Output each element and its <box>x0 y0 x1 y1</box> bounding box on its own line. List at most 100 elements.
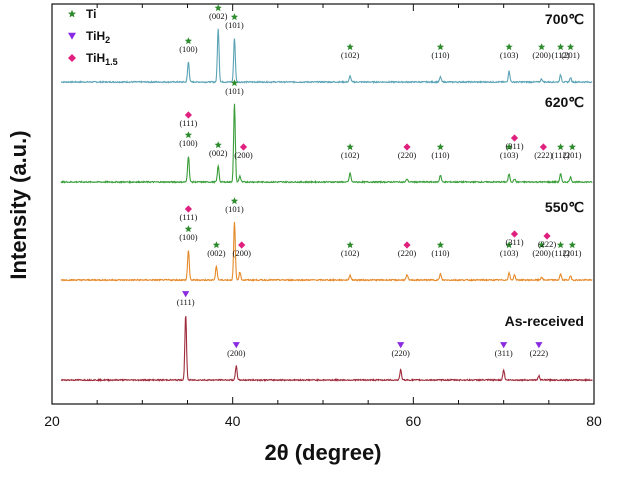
ti-star-icon <box>556 241 565 249</box>
x-tick-label: 40 <box>225 413 241 429</box>
series-line <box>60 103 593 185</box>
peak-label: (101) <box>225 86 244 96</box>
x-tick-label: 20 <box>44 413 60 429</box>
peak-label: (311) <box>505 237 523 247</box>
peak-label: (220) <box>398 150 417 160</box>
peak-label: (112) <box>552 248 570 258</box>
ti-star-icon <box>214 141 222 149</box>
legend: Ti TiH2 TiH1.5 <box>68 7 118 67</box>
peak-label: (103) <box>500 150 519 160</box>
ti-star-icon <box>184 37 193 45</box>
peak-label: (102) <box>341 248 360 258</box>
tih15-diamond-icon <box>184 111 193 119</box>
peak-label: (222) <box>538 239 557 249</box>
peak-label: (112) <box>552 50 570 60</box>
x-tick-labels: 20 40 60 80 <box>44 413 602 429</box>
peak-label: (102) <box>341 150 360 160</box>
legend-entry-label: TiH2 <box>86 29 110 45</box>
legend-entry-label: TiH1.5 <box>86 51 118 67</box>
series-name: 620℃ <box>545 94 584 110</box>
tih2-triangle-icon <box>182 291 190 298</box>
peak-label: (111) <box>177 297 195 307</box>
ti-star-icon <box>505 241 513 249</box>
series-name: 700℃ <box>545 11 584 27</box>
tih2-triangle-icon <box>535 342 543 349</box>
peak-label: (201) <box>563 150 582 160</box>
ti-star-icon <box>505 43 513 51</box>
series-curves <box>60 28 593 383</box>
peak-label: (110) <box>431 150 449 160</box>
peak-label: (201) <box>563 248 582 258</box>
x-tick-label: 60 <box>406 413 422 429</box>
ti-star-icon <box>436 143 445 151</box>
ti-star-icon <box>505 143 513 151</box>
peak-label: (222) <box>534 150 553 160</box>
ti-star-icon <box>346 241 354 249</box>
ti-star-icon <box>568 241 576 249</box>
series-line <box>60 221 593 282</box>
tih15-diamond-icon <box>510 230 519 238</box>
ti-star-icon <box>537 43 546 51</box>
peak-label: (110) <box>431 248 449 258</box>
peak-label: (101) <box>225 204 244 214</box>
tih2-triangle-icon <box>397 342 405 349</box>
peak-label: (101) <box>225 20 244 30</box>
series-name: As-received <box>505 313 584 329</box>
ti-star-icon <box>184 225 193 233</box>
peak-label: (220) <box>391 348 410 358</box>
tih15-diamond-icon <box>184 205 193 213</box>
series-line <box>60 316 593 383</box>
peak-label: (100) <box>179 44 198 54</box>
plot-frame <box>51 3 595 405</box>
series-name: 550℃ <box>545 199 584 215</box>
peak-label: (200) <box>227 348 246 358</box>
peak-labels: (100)(002)(101)(102) (110) (103) (200) (112)… <box>177 4 582 358</box>
peak-label: (002) <box>209 148 228 158</box>
peak-label: (100) <box>179 138 198 148</box>
tih15-diamond-icon <box>238 241 246 249</box>
ti-legend-star-icon <box>68 9 76 18</box>
ti-star-icon <box>214 4 222 12</box>
peak-label: (002) <box>209 11 228 21</box>
ti-star-icon <box>230 79 239 87</box>
ti-star-icon <box>436 43 445 51</box>
y-axis-label: Intensity (a.u.) <box>6 130 31 279</box>
ti-star-icon <box>568 143 576 151</box>
ti-star-icon <box>436 241 445 249</box>
series-names: 700℃ 620℃ 550℃ As-received <box>505 11 585 329</box>
tih15-diamond-icon <box>539 143 548 151</box>
peak-label: (002) <box>207 248 226 258</box>
tih15-diamond-icon <box>543 232 551 240</box>
peak-label: (311) <box>505 141 523 151</box>
peak-label: (201) <box>561 50 580 60</box>
x-axis-label: 2θ (degree) <box>264 440 381 465</box>
legend-entry-label: Ti <box>86 7 96 21</box>
peak-label: (200) <box>532 248 551 258</box>
tih2-triangle-icon <box>500 342 508 349</box>
peak-label: (311) <box>495 348 513 358</box>
peak-label: (103) <box>500 50 519 60</box>
peak-label: (112) <box>552 150 570 160</box>
ti-star-icon <box>346 143 354 151</box>
tih2-legend-triangle-icon <box>68 32 76 40</box>
tih15-diamond-icon <box>239 143 248 151</box>
peak-label: (200) <box>234 150 253 160</box>
peak-label: (110) <box>431 50 449 60</box>
ti-star-icon <box>566 43 575 51</box>
ti-star-icon <box>537 241 546 249</box>
tih15-diamond-icon <box>403 143 411 151</box>
tih15-legend-diamond-icon <box>68 54 76 62</box>
ti-star-icon <box>212 241 221 249</box>
series-line <box>60 28 593 84</box>
ti-star-icon <box>346 43 354 51</box>
peak-label: (222) <box>530 348 549 358</box>
ti-star-icon <box>230 197 239 205</box>
tih15-diamond-icon <box>403 241 411 249</box>
peak-label: (102) <box>341 50 360 60</box>
tih15-diamond-icon <box>510 134 519 142</box>
peak-label: (111) <box>180 212 198 222</box>
peak-label: (100) <box>179 232 198 242</box>
ti-star-icon <box>184 131 193 139</box>
peak-label: (220) <box>398 248 417 258</box>
